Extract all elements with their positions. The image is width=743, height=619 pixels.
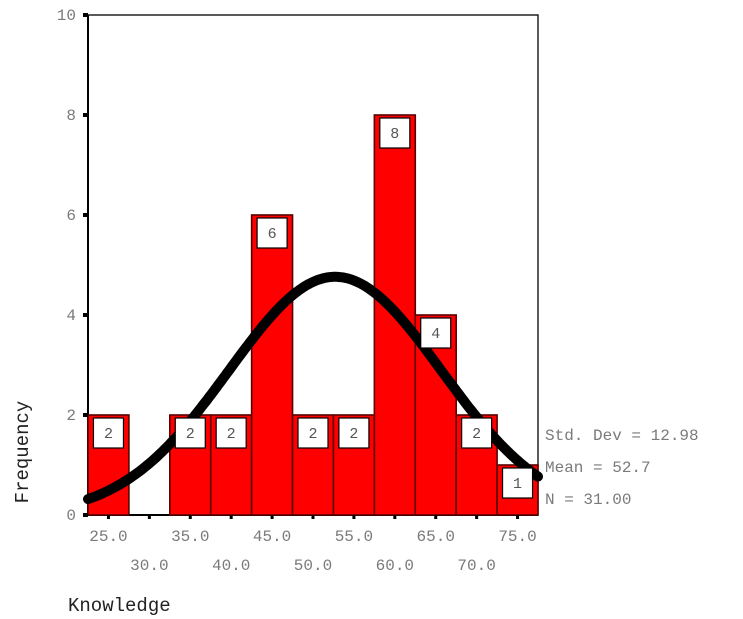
- x-tick-label: 25.0: [89, 528, 127, 546]
- x-tick-label: 35.0: [171, 528, 209, 546]
- bar-value-label: 2: [472, 426, 481, 443]
- bar-value-label: 4: [431, 326, 440, 343]
- bar-label-box: [92, 417, 125, 449]
- bar-value-label: 6: [268, 226, 277, 243]
- bar-label-box: [461, 417, 493, 449]
- x-tick-label: 70.0: [457, 557, 495, 575]
- y-tick-label: 4: [66, 307, 76, 325]
- x-tick-label: 75.0: [498, 528, 536, 546]
- bar-value-label: 8: [390, 126, 399, 143]
- y-tick-label: 6: [66, 207, 76, 225]
- bar-label-box: [379, 117, 411, 149]
- bar-value-label: 1: [513, 476, 522, 493]
- histogram-bar: [250, 214, 294, 516]
- bar-labels-group: 2 2 2 6 2 2 8 4 2 1: [92, 117, 534, 499]
- x-tick-label: 55.0: [335, 528, 373, 546]
- bar-label-box: [420, 317, 452, 349]
- bar-label-box: [297, 417, 329, 449]
- bar-value-label: 2: [186, 426, 195, 443]
- x-tick-label: 45.0: [253, 528, 291, 546]
- y-axis-title: Frequency: [12, 401, 34, 504]
- bar-label-box: [338, 417, 370, 449]
- bar-label-box: [501, 467, 534, 499]
- x-tick-label: 60.0: [376, 557, 414, 575]
- bar-value-label: 2: [104, 426, 113, 443]
- y-tick-label: 10: [57, 7, 76, 25]
- normal-curve-group: [83, 271, 543, 505]
- bar-label-box: [174, 417, 206, 449]
- normal-curve-line: [83, 271, 543, 505]
- stat-mean: Mean = 52.7: [545, 459, 651, 477]
- bar-value-label: 2: [227, 426, 236, 443]
- x-tick-label: 65.0: [417, 528, 455, 546]
- y-tick-label: 0: [66, 507, 76, 525]
- x-tick-label: 30.0: [130, 557, 168, 575]
- y-ticks-group: 0 2 4 6 8 10: [57, 7, 88, 525]
- stat-std-dev: Std. Dev = 12.98: [545, 427, 699, 445]
- x-axis-title: Knowledge: [68, 595, 171, 617]
- x-tick-label: 50.0: [294, 557, 332, 575]
- x-tick-label: 40.0: [212, 557, 250, 575]
- x-ticks-group: 25.0 35.0 45.0 55.0 65.0 75.0 30.0 40.0 50.0 60.0…: [89, 515, 537, 575]
- bar-value-label: 2: [349, 426, 358, 443]
- y-tick-label: 2: [66, 407, 76, 425]
- bar-value-label: 2: [308, 426, 317, 443]
- bar-label-box: [256, 217, 288, 249]
- stat-n: N = 31.00: [545, 491, 631, 509]
- bar-label-box: [215, 417, 247, 449]
- y-tick-label: 8: [66, 107, 76, 125]
